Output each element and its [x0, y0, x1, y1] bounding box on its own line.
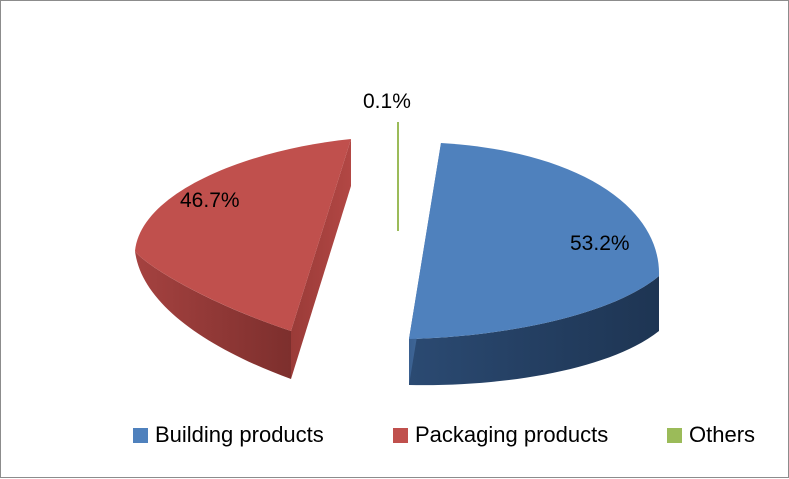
slice-packaging-products-top	[135, 139, 351, 331]
legend-item-others[interactable]: Others	[667, 419, 755, 451]
legend-item-packaging-products[interactable]: Packaging products	[393, 419, 608, 451]
slice-building-products[interactable]	[409, 143, 660, 386]
data-label-building-products: 53.2%	[570, 232, 630, 255]
legend-label-others: Others	[689, 422, 756, 447]
slice-others[interactable]	[397, 122, 399, 231]
slice-building-products-top	[409, 143, 660, 339]
legend-label-packaging-products: Packaging products	[415, 422, 609, 447]
legend: Building products Packaging products Oth…	[1, 419, 788, 451]
slice-others-shape	[397, 122, 399, 231]
data-label-packaging-products: 46.7%	[180, 189, 240, 212]
data-label-others: 0.1%	[363, 90, 411, 113]
slice-building-products-side	[409, 276, 659, 386]
slice-packaging-products[interactable]	[135, 139, 351, 379]
legend-swatch-others	[667, 427, 682, 443]
slice-packaging-products-side	[135, 251, 291, 379]
legend-label-building-products: Building products	[155, 422, 324, 447]
legend-item-building-products[interactable]: Building products	[133, 419, 324, 451]
slice-packaging-products-cut	[291, 139, 351, 379]
legend-swatch-packaging-products	[393, 427, 408, 443]
legend-swatch-building-products	[133, 427, 148, 443]
